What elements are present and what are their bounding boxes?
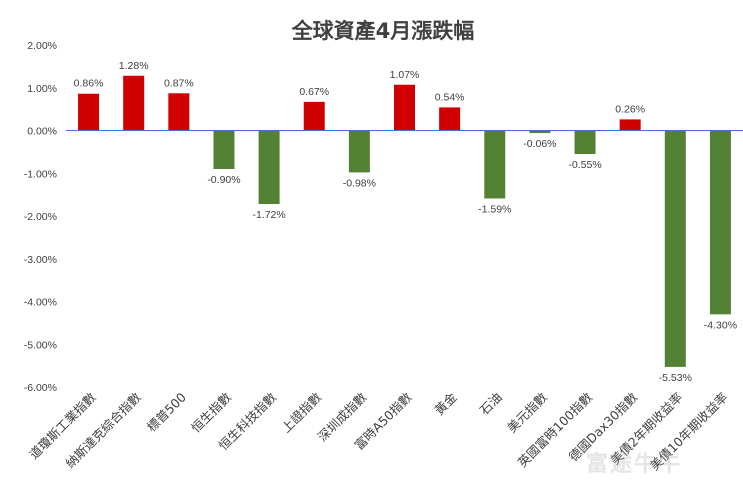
- bar: [258, 130, 280, 205]
- bar: [439, 107, 461, 131]
- data-label: -4.30%: [704, 319, 737, 331]
- chart-title: 全球資產4月漲跌幅: [291, 19, 475, 43]
- bar: [484, 130, 506, 199]
- bar: [619, 119, 641, 131]
- bar: [664, 130, 686, 367]
- y-tick-label: -2.00%: [24, 211, 57, 223]
- x-tick-label: 美元指數: [504, 389, 550, 435]
- data-label: -0.55%: [568, 159, 601, 171]
- bar: [394, 84, 415, 131]
- data-label: 0.54%: [435, 91, 465, 103]
- x-tick-label: 黃金: [431, 389, 460, 418]
- y-tick-label: -4.00%: [24, 297, 57, 309]
- y-tick-label: -6.00%: [24, 382, 57, 394]
- bar: [123, 75, 145, 131]
- bar: [709, 130, 731, 315]
- x-tick-label: 納斯達克綜合指數: [62, 389, 144, 471]
- data-label: -0.98%: [343, 177, 376, 189]
- bar: [78, 93, 100, 131]
- data-label: -1.59%: [478, 203, 511, 215]
- bar: [574, 130, 596, 155]
- x-tick-label: 上證指數: [278, 389, 324, 435]
- y-tick-label: -3.00%: [24, 254, 57, 266]
- bar: [348, 130, 370, 173]
- data-label: 0.26%: [615, 103, 645, 115]
- bar: [303, 101, 325, 131]
- x-tick-label: 標普500: [144, 389, 189, 434]
- bar: [529, 130, 551, 134]
- data-label: 0.87%: [164, 77, 194, 89]
- y-tick-label: 1.00%: [27, 83, 57, 95]
- data-label: 1.07%: [390, 69, 420, 81]
- y-axis: 2.00% 1.00% 0.00% -1.00% -2.00% -3.00% -4.00% -…: [24, 40, 57, 394]
- data-label: -1.72%: [252, 209, 285, 221]
- data-label: 0.67%: [299, 86, 329, 98]
- bar: [168, 93, 190, 131]
- data-label: -5.53%: [659, 372, 692, 384]
- bar: [213, 130, 235, 169]
- value-labels-group: 0.86% 1.28% 0.87% -0.90% -1.72% 0.67% -0.98% 1.…: [74, 60, 737, 384]
- y-tick-label: 2.00%: [27, 40, 57, 52]
- data-label: 1.28%: [119, 60, 149, 72]
- x-tick-label: 恒生指數: [188, 389, 234, 435]
- x-tick-label: 美債10年期收益率: [647, 390, 731, 474]
- y-tick-label: -5.00%: [24, 339, 57, 351]
- y-tick-label: -1.00%: [24, 168, 57, 180]
- bars-group: [78, 75, 731, 367]
- x-tick-label: 石油: [477, 390, 505, 418]
- data-label: -0.06%: [523, 138, 556, 150]
- data-label: -0.90%: [207, 174, 240, 186]
- y-tick-label: 0.00%: [27, 126, 57, 138]
- data-label: 0.86%: [74, 78, 104, 90]
